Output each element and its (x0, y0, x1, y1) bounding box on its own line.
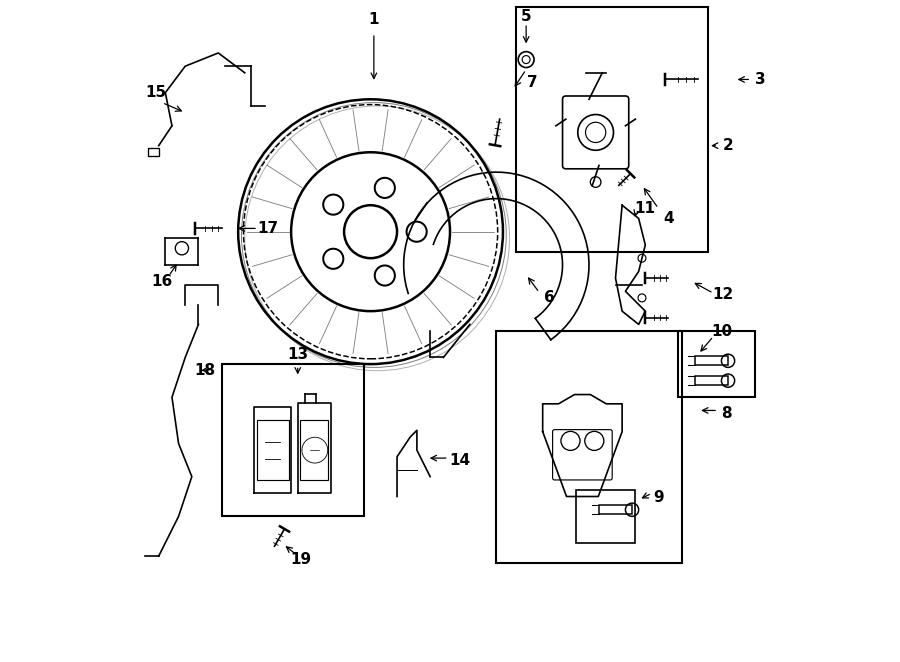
Text: 6: 6 (544, 291, 554, 305)
Text: 9: 9 (653, 491, 664, 505)
Bar (256, 420, 289, 481)
Bar (496, 331, 681, 563)
Text: 13: 13 (287, 347, 309, 361)
Text: 5: 5 (521, 9, 531, 24)
Text: 2: 2 (723, 138, 734, 153)
Text: 18: 18 (194, 363, 216, 378)
Text: 15: 15 (145, 85, 166, 100)
Text: 4: 4 (663, 211, 674, 226)
Text: 10: 10 (711, 324, 732, 338)
Bar (221, 364, 364, 516)
Bar (517, 7, 708, 252)
Text: 1: 1 (369, 13, 379, 27)
Bar (695, 376, 728, 385)
Text: 16: 16 (151, 274, 173, 289)
Text: 17: 17 (257, 221, 278, 236)
Text: 8: 8 (722, 406, 732, 421)
Text: 12: 12 (712, 287, 733, 302)
Text: 19: 19 (291, 552, 311, 567)
Bar (679, 331, 754, 397)
Bar (301, 420, 328, 481)
Text: 14: 14 (449, 453, 471, 467)
Text: 11: 11 (634, 201, 656, 216)
Bar (576, 490, 635, 543)
Bar (695, 356, 728, 365)
Bar (598, 505, 632, 514)
Text: 3: 3 (754, 72, 765, 87)
Text: 7: 7 (527, 75, 538, 90)
